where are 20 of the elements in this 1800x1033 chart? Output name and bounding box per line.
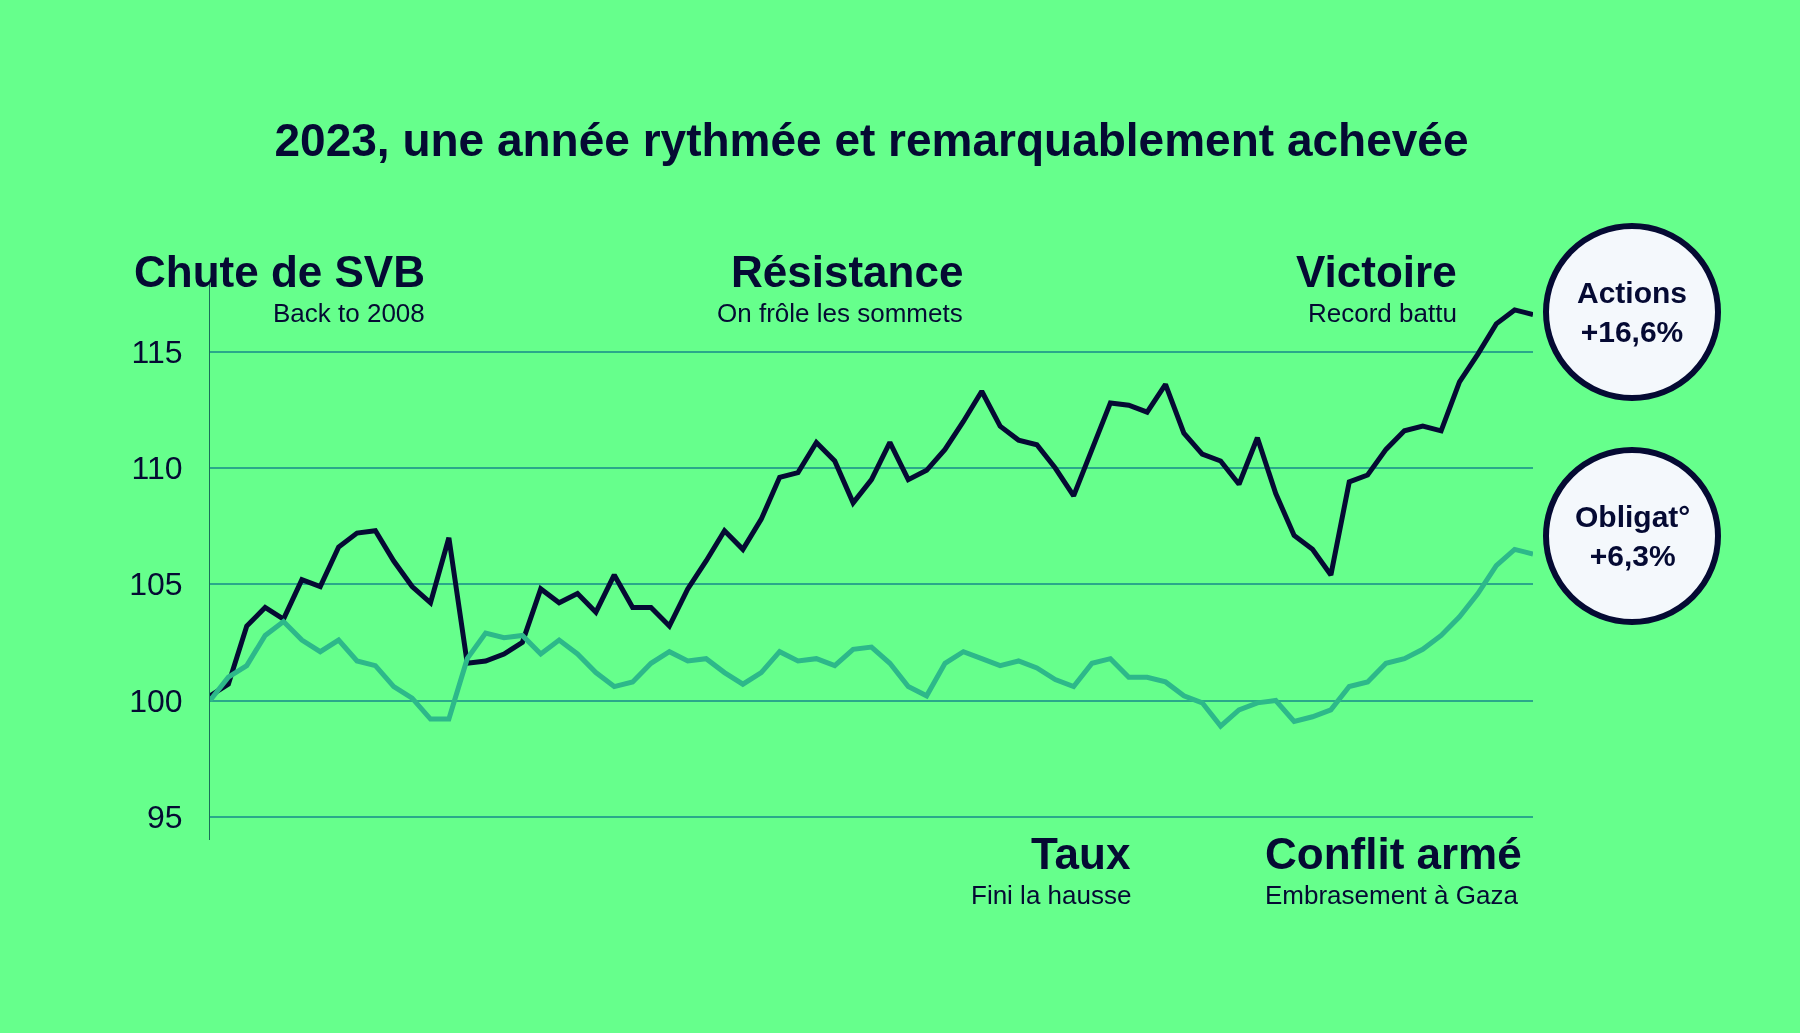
series-label: Actions <box>1577 276 1688 309</box>
y-tick-label: 95 <box>147 798 183 835</box>
annotation: On frôle les sommets <box>717 298 963 328</box>
annotation: Back to 2008 <box>273 298 425 328</box>
y-tick-label: 100 <box>129 682 183 719</box>
annotation: Conflit armé <box>1265 829 1522 878</box>
text: Fini la hausse <box>971 880 1132 910</box>
text: Embrasement à Gaza <box>1265 880 1519 910</box>
y-tick-label: 115 <box>131 333 183 370</box>
y-tick-label: 105 <box>129 566 183 603</box>
series-label: Obligat° <box>1575 500 1691 533</box>
annotation: Résistance <box>731 247 964 296</box>
chart-title: 2023, une année rythmée et remarquablement achevée <box>274 114 1469 167</box>
text: +6,3% <box>1589 539 1676 572</box>
annotation: Record battu <box>1308 298 1457 328</box>
y-tick-label: 110 <box>131 450 183 487</box>
annotation: Victoire <box>1296 247 1457 296</box>
annotation: Chute de SVB <box>134 247 425 296</box>
text: +16,6% <box>1580 315 1684 348</box>
annotation: Taux <box>1031 829 1131 878</box>
